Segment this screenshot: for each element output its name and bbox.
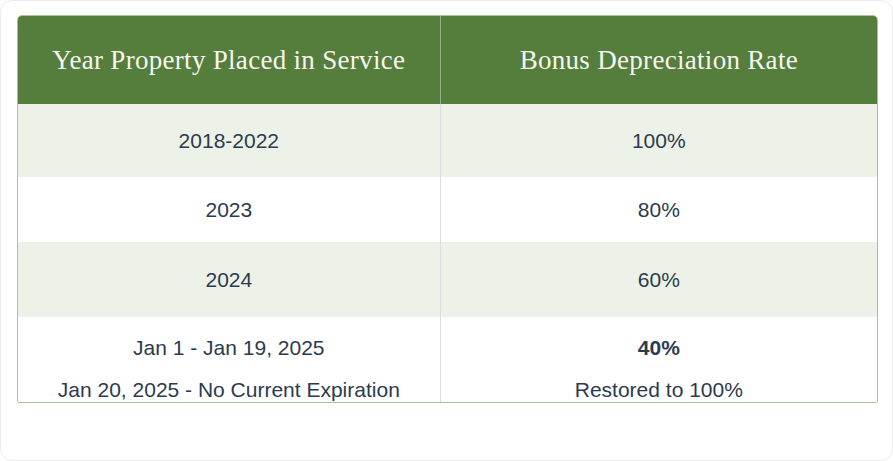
rate-cell: 60% [441, 242, 877, 317]
header-cell-rate: Bonus Depreciation Rate [441, 16, 877, 104]
bonus-depreciation-table: Year Property Placed in Service Bonus De… [17, 15, 878, 403]
table-row: 2024 60% [18, 242, 877, 317]
table-row: Jan 1 - Jan 19, 2025 40% [18, 317, 877, 378]
year-cell: 2018-2022 [18, 104, 441, 177]
table-row: Jan 20, 2025 - No Current Expiration Res… [18, 378, 877, 402]
rate-cell: 40% [441, 317, 877, 378]
rate-cell: Restored to 100% [441, 378, 877, 402]
header-cell-year: Year Property Placed in Service [18, 16, 441, 104]
rate-cell: 80% [441, 177, 877, 242]
table-header-row: Year Property Placed in Service Bonus De… [18, 16, 877, 104]
year-cell: Jan 20, 2025 - No Current Expiration [18, 378, 441, 402]
year-cell: 2024 [18, 242, 441, 317]
table-row: 2023 80% [18, 177, 877, 242]
rate-cell: 100% [441, 104, 877, 177]
content-card: Year Property Placed in Service Bonus De… [0, 0, 893, 461]
year-cell: Jan 1 - Jan 19, 2025 [18, 317, 441, 378]
table-row: 2018-2022 100% [18, 104, 877, 177]
year-cell: 2023 [18, 177, 441, 242]
